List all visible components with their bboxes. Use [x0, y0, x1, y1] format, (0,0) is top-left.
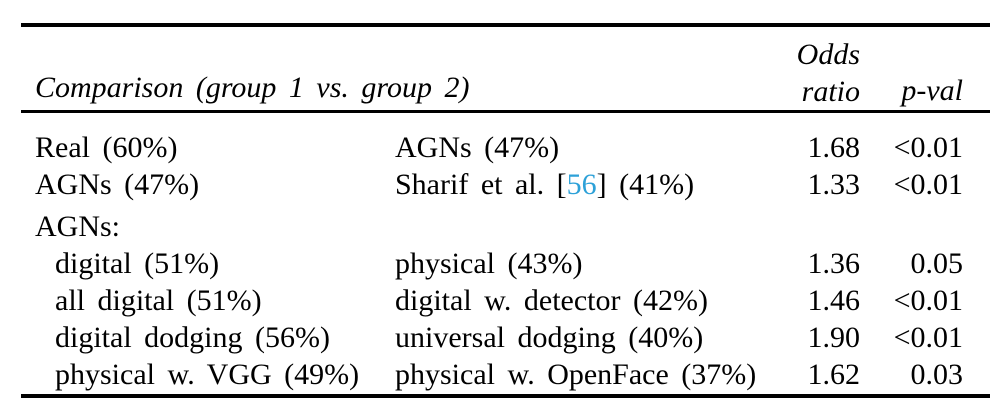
column-header-comparison: Comparison (group 1 vs. group 2) — [35, 71, 470, 104]
table-top-rule — [21, 23, 990, 27]
cell-pval: 0.03 — [910, 358, 964, 391]
column-header-odds-ratio: Odds ratio — [797, 36, 860, 110]
cell-group2: digital w. detector (42%) — [395, 284, 708, 317]
cell-odds-ratio: 1.68 — [807, 131, 861, 164]
cell-pval: <0.01 — [893, 168, 963, 201]
cell-odds-ratio: 1.33 — [807, 168, 861, 201]
cell-group2: physical (43%) — [395, 247, 583, 280]
cell-pval: <0.01 — [893, 131, 963, 164]
table-header-rule — [21, 110, 990, 113]
table-row-vgg-vs-openface: physical w. VGG (49%) physical w. OpenFa… — [35, 356, 963, 393]
cell-pval: <0.01 — [893, 321, 963, 354]
column-header-pval: p-val — [901, 74, 963, 107]
cell-group2: physical w. OpenFace (37%) — [395, 358, 757, 391]
cell-group1: physical w. VGG (49%) — [55, 358, 360, 391]
cell-pval: 0.05 — [910, 247, 964, 280]
table-row-alldigital-vs-detector: all digital (51%) digital w. detector (4… — [35, 282, 963, 319]
cell-pval: <0.01 — [893, 284, 963, 317]
cell-group1: Real (60%) — [35, 131, 178, 164]
cell-group2: universal dodging (40%) — [395, 321, 704, 354]
cell-odds-ratio: 1.62 — [807, 358, 861, 391]
section-label: AGNs: — [35, 210, 121, 243]
table-section-row-agns: AGNs: — [35, 208, 963, 245]
table-body: Real (60%) AGNs (47%) 1.68 <0.01 AGNs (4… — [35, 129, 963, 393]
citation-text-prefix: Sharif et al. [ — [395, 168, 567, 201]
table-row-real-vs-agns: Real (60%) AGNs (47%) 1.68 <0.01 — [35, 129, 963, 166]
cell-group1: digital (51%) — [55, 247, 220, 280]
cell-group1: all digital (51%) — [55, 284, 262, 317]
odds-header-line2: ratio — [801, 75, 860, 108]
cell-odds-ratio: 1.36 — [807, 247, 861, 280]
odds-header-line1: Odds — [796, 38, 860, 71]
cell-group1: AGNs (47%) — [35, 168, 200, 201]
citation-link-56[interactable]: 56 — [566, 168, 597, 201]
table-bottom-rule — [21, 394, 990, 398]
table-row-digitaldodging-vs-universal: digital dodging (56%) universal dodging … — [35, 319, 963, 356]
cell-odds-ratio: 1.90 — [807, 321, 861, 354]
citation-text-suffix: ] (41%) — [596, 168, 695, 201]
cell-group1: digital dodging (56%) — [55, 321, 330, 354]
cell-odds-ratio: 1.46 — [807, 284, 861, 317]
cell-group2: Sharif et al. [56] (41%) — [395, 166, 795, 203]
table-row-digital-vs-physical: digital (51%) physical (43%) 1.36 0.05 — [35, 245, 963, 282]
table-row-agns-vs-sharif: AGNs (47%) Sharif et al. [56] (41%) 1.33… — [35, 166, 963, 203]
cell-group2: AGNs (47%) — [395, 131, 560, 164]
